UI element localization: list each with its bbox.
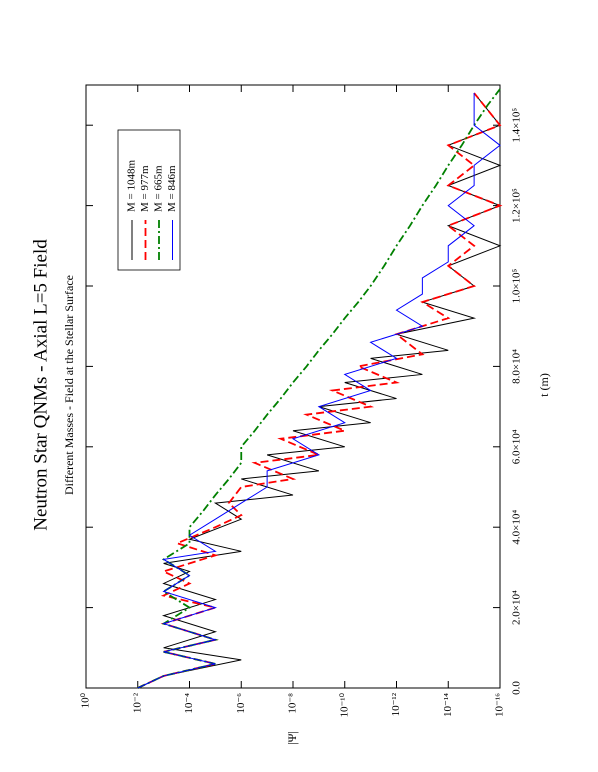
x-tick-label: 2.0×10⁴	[511, 590, 523, 625]
x-tick-label: 1.2×10⁵	[511, 188, 523, 223]
legend-label: M = 846m	[166, 165, 178, 212]
y-tick-label: 10⁻⁸	[287, 693, 299, 714]
x-tick-label: 1.4×10⁵	[511, 108, 523, 143]
y-tick-label: 10⁻¹⁶	[494, 693, 506, 717]
y-tick-label: 10⁻¹⁰	[338, 692, 350, 717]
chart-title: Neutron Star QNMs - Axial L=5 Field	[30, 239, 51, 531]
y-tick-label: 10⁰	[80, 692, 92, 708]
y-axis-label: |Ψ|	[285, 731, 299, 745]
rotated-plot: Neutron Star QNMs - Axial L=5 Field Diff…	[30, 84, 551, 745]
legend-label: M = 977m	[139, 165, 151, 212]
y-tick-label: 10⁻¹²	[390, 692, 402, 716]
series-line	[137, 92, 502, 689]
legend-box	[117, 129, 181, 271]
y-tick-label: 10⁻⁴	[183, 693, 195, 714]
series-line	[137, 88, 501, 689]
y-tick-label: 10⁻⁶	[235, 693, 247, 714]
x-axis-label: t (m)	[537, 373, 551, 397]
x-tick-label: 1.0×10⁵	[511, 268, 523, 303]
x-tick-label: 4.0×10⁴	[511, 510, 523, 545]
x-tick-label: 0.0	[511, 681, 523, 695]
x-tick-label: 6.0×10⁴	[511, 429, 523, 464]
series-line	[137, 93, 501, 689]
y-tick-label: 10⁻²	[131, 692, 143, 713]
series-line	[137, 92, 503, 689]
x-tick-label: 8.0×10⁴	[511, 349, 523, 384]
chart-subtitle: Different Masses - Field at the Stellar …	[62, 275, 76, 495]
y-tick-label: 10⁻¹⁴	[442, 693, 454, 717]
legend-label: M = 665m	[153, 165, 165, 212]
legend-label: M = 1048m	[126, 160, 138, 212]
